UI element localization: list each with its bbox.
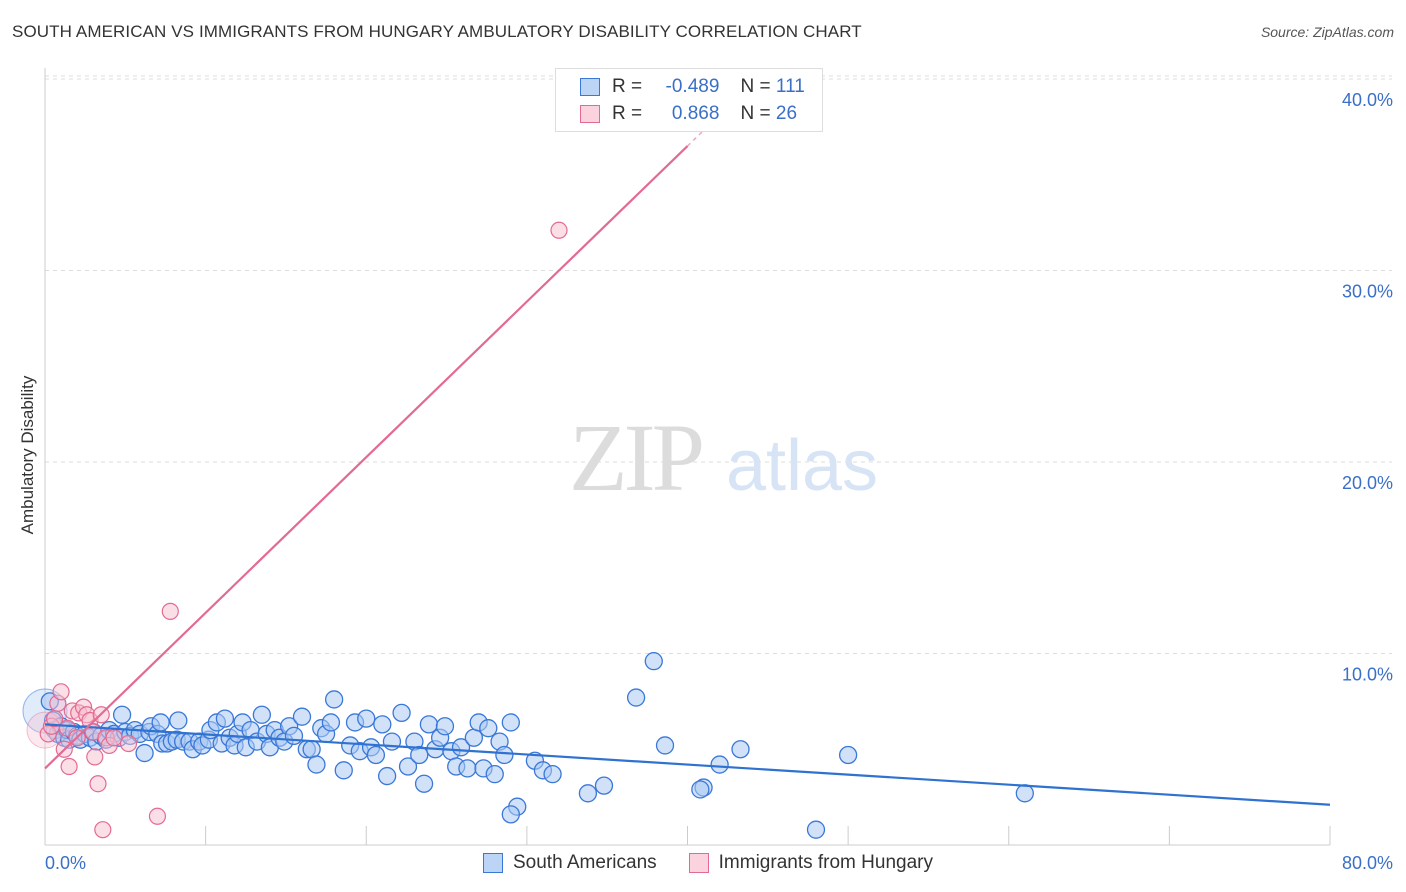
data-point-hungary	[86, 748, 104, 766]
data-point-south-american	[215, 709, 235, 728]
data-point-south-american	[691, 780, 710, 799]
data-point-south-american	[485, 764, 504, 784]
legend-label-south-americans: South Americans	[513, 852, 657, 873]
data-point-south-american	[392, 703, 411, 723]
data-point-hungary	[94, 821, 112, 839]
data-point-south-american	[655, 736, 675, 755]
data-point-hungary	[148, 807, 167, 825]
data-point-south-american	[357, 709, 376, 728]
data-point-south-american	[458, 759, 477, 778]
data-point-hungary	[60, 757, 78, 776]
legend-row-hungary: R = 0.868 N = 26	[580, 102, 797, 126]
data-point-south-american	[806, 820, 826, 839]
data-point-south-american	[414, 774, 434, 793]
y-tick-label: 40.0%	[1342, 90, 1393, 110]
data-point-hungary	[89, 775, 107, 793]
legend-r-label: R =	[612, 76, 643, 97]
data-point-south-american	[112, 705, 132, 724]
source-label: Source: ZipAtlas.com	[1260, 24, 1394, 40]
data-point-hungary	[119, 734, 138, 753]
x-tick-label-min: 0.0%	[45, 853, 86, 873]
series-legend: South Americans Immigrants from Hungary	[483, 852, 965, 874]
data-point-south-american	[495, 745, 514, 765]
trendline-hungary	[44, 145, 689, 770]
y-tick-label: 30.0%	[1342, 282, 1393, 302]
data-point-hungary	[161, 602, 179, 620]
data-point-south-american	[710, 755, 729, 774]
data-point-south-american	[373, 715, 392, 734]
legend-n-value: 26	[775, 103, 798, 124]
data-point-south-american	[501, 805, 520, 824]
legend-r-value: 0.868	[671, 103, 720, 124]
data-point-south-american	[578, 784, 598, 803]
legend-n-value: 111	[775, 76, 805, 97]
legend-swatch-blue	[580, 78, 600, 96]
data-point-south-american	[838, 745, 858, 765]
trendline-south-americans	[44, 723, 1331, 806]
legend-r-label: R =	[612, 103, 643, 124]
data-point-south-american	[644, 652, 663, 671]
legend-row-south-americans: R = -0.489 N = 111	[580, 75, 805, 99]
data-point-south-american	[366, 745, 386, 765]
data-point-south-american	[169, 711, 188, 730]
data-point-south-american	[377, 766, 397, 786]
y-axis-title: Ambulatory Disability	[18, 375, 37, 535]
watermark-atlas: atlas	[726, 426, 878, 506]
data-point-hungary	[550, 221, 568, 239]
data-point-south-american	[307, 755, 326, 774]
data-point-south-american	[501, 713, 520, 732]
legend-item-south-americans: South Americans	[483, 852, 657, 874]
legend-swatch-pink	[688, 853, 709, 873]
data-point-south-american	[626, 688, 646, 707]
data-point-south-american	[435, 717, 455, 736]
data-point-south-american	[252, 705, 271, 724]
data-point-south-american	[292, 707, 312, 726]
watermark-zip: ZIP	[569, 404, 702, 511]
correlation-legend: R = -0.489 N = 111 R = 0.868 N = 26	[555, 68, 823, 132]
data-point-hungary	[52, 683, 70, 701]
data-point-south-american	[464, 728, 484, 747]
data-point-south-american	[135, 743, 154, 763]
legend-swatch-pink	[580, 105, 600, 123]
legend-n-label: N =	[740, 76, 771, 97]
data-point-south-american	[731, 740, 750, 759]
legend-label-hungary: Immigrants from Hungary	[718, 852, 933, 873]
legend-item-hungary: Immigrants from Hungary	[688, 852, 933, 874]
data-point-south-american	[324, 690, 344, 709]
data-point-south-american	[151, 713, 170, 732]
data-point-south-american	[594, 776, 614, 795]
data-point-south-american	[334, 761, 353, 780]
x-tick-label-max: 80.0%	[1342, 853, 1393, 873]
legend-r-value: -0.489	[665, 76, 720, 97]
legend-n-label: N =	[740, 103, 771, 124]
y-tick-label: 10.0%	[1342, 665, 1393, 685]
y-tick-label: 20.0%	[1342, 473, 1393, 493]
data-point-south-american	[410, 745, 429, 765]
legend-swatch-blue	[483, 853, 503, 873]
chart-title: SOUTH AMERICAN VS IMMIGRANTS FROM HUNGAR…	[12, 22, 862, 41]
data-point-south-american	[479, 719, 498, 738]
data-point-hungary	[105, 729, 123, 747]
data-point-south-american	[543, 764, 562, 784]
data-point-south-american	[398, 757, 418, 776]
data-point-south-american	[321, 713, 341, 732]
data-point-south-american	[284, 726, 304, 745]
data-point-south-american	[302, 740, 321, 759]
data-point-south-american	[1015, 784, 1034, 803]
